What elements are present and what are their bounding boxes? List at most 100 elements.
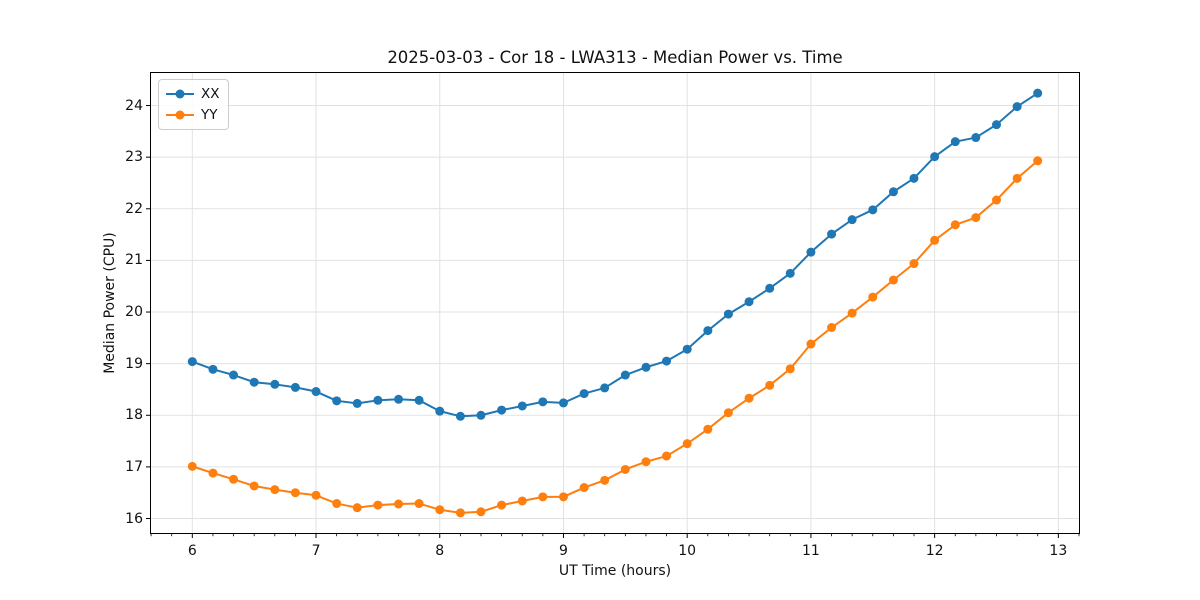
y-tick-label: 21: [125, 252, 143, 269]
data-point-xx: [394, 394, 404, 404]
data-point-xx: [847, 215, 857, 225]
data-point-xx: [785, 268, 795, 278]
x-tick-label: 10: [678, 543, 697, 559]
data-point-yy: [909, 259, 919, 269]
data-point-yy: [888, 275, 898, 285]
data-point-xx: [703, 326, 713, 336]
y-tick-label: 20: [125, 304, 143, 321]
data-point-xx: [620, 370, 630, 380]
data-point-yy: [806, 339, 816, 349]
data-point-xx: [187, 357, 197, 367]
data-point-xx: [765, 283, 775, 293]
data-point-xx: [435, 406, 445, 416]
legend-label-xx: XX: [201, 85, 220, 102]
data-point-xx: [270, 379, 280, 389]
data-point-xx: [579, 389, 589, 399]
y-tick-label: 17: [125, 458, 143, 475]
data-point-yy: [723, 408, 733, 418]
data-point-yy: [249, 481, 259, 491]
data-point-yy: [497, 500, 507, 510]
x-tick-label: 7: [311, 543, 321, 559]
y-tick-label: 18: [125, 407, 143, 424]
data-point-xx: [538, 397, 548, 407]
data-point-yy: [744, 393, 754, 403]
data-point-yy: [991, 195, 1001, 205]
y-tick-label: 16: [125, 510, 143, 527]
data-point-xx: [249, 377, 259, 387]
data-point-yy: [620, 464, 630, 474]
x-tick-label: 11: [801, 543, 820, 559]
data-point-xx: [290, 382, 300, 392]
x-axis-label: UT Time (hours): [558, 563, 672, 579]
y-tick-label: 22: [125, 200, 143, 217]
series-line-yy: [192, 160, 1039, 514]
chart-title: 2025-03-03 - Cor 18 - LWA313 - Median Po…: [387, 48, 843, 67]
data-point-xx: [600, 383, 610, 393]
legend-label-yy: YY: [201, 106, 218, 123]
data-point-xx: [682, 344, 692, 354]
data-point-yy: [785, 364, 795, 374]
data-point-yy: [414, 499, 424, 509]
data-point-yy: [765, 380, 775, 390]
data-point-yy: [352, 503, 362, 513]
x-tick-label: 13: [1049, 543, 1068, 559]
data-point-xx: [455, 411, 465, 421]
data-point-yy: [868, 292, 878, 302]
data-point-xx: [229, 370, 239, 380]
x-tick-label: 8: [435, 543, 445, 559]
data-point-yy: [950, 220, 960, 230]
data-point-yy: [270, 485, 280, 495]
x-tick-label: 9: [559, 543, 568, 559]
data-point-yy: [538, 492, 548, 502]
y-tick-label: 24: [125, 97, 143, 114]
data-point-xx: [930, 152, 940, 162]
series-line-xx: [191, 92, 1039, 418]
data-point-yy: [476, 507, 486, 517]
data-point-xx: [971, 133, 981, 143]
legend-item-yy: YY: [166, 105, 220, 124]
data-point-yy: [290, 488, 300, 498]
data-point-xx: [332, 396, 342, 406]
data-point-xx: [991, 120, 1001, 130]
data-point-xx: [517, 401, 527, 411]
data-point-yy: [662, 451, 672, 461]
data-point-xx: [950, 137, 960, 147]
legend-swatch-xx-line-icon: [166, 89, 194, 98]
legend-item-xx: XX: [166, 84, 220, 103]
data-point-yy: [1033, 156, 1043, 166]
x-tick-label: 6: [187, 543, 197, 559]
data-point-yy: [435, 505, 445, 515]
data-point-xx: [909, 173, 919, 183]
data-point-xx: [662, 356, 672, 366]
x-tick-label: 12: [925, 543, 944, 559]
data-point-yy: [703, 424, 713, 434]
data-point-xx: [641, 362, 651, 372]
y-axis-label: Median Power (CPU): [102, 232, 118, 374]
data-point-xx: [723, 309, 733, 319]
data-point-yy: [827, 323, 837, 333]
legend-marker-yy: [175, 110, 185, 119]
data-point-xx: [558, 398, 568, 408]
y-tick-label: 19: [125, 355, 143, 372]
data-point-yy: [394, 499, 404, 509]
data-point-xx: [1033, 88, 1043, 98]
data-point-yy: [311, 490, 321, 500]
data-point-xx: [208, 364, 218, 374]
y-tick-label: 23: [125, 149, 143, 166]
plot-area: [146, 72, 1080, 538]
data-point-yy: [1012, 173, 1022, 183]
data-point-yy: [600, 475, 610, 485]
data-point-xx: [888, 187, 898, 197]
data-point-xx: [373, 395, 383, 405]
data-point-yy: [930, 235, 940, 245]
data-point-yy: [455, 508, 465, 518]
data-point-yy: [971, 213, 981, 223]
data-point-yy: [332, 499, 342, 509]
data-point-xx: [476, 410, 486, 420]
legend: XX YY: [158, 79, 229, 130]
chart-canvas: [146, 72, 1080, 538]
data-point-yy: [579, 483, 589, 493]
plot-spines: [150, 72, 1080, 534]
data-point-xx: [311, 387, 321, 397]
data-point-yy: [229, 474, 239, 484]
